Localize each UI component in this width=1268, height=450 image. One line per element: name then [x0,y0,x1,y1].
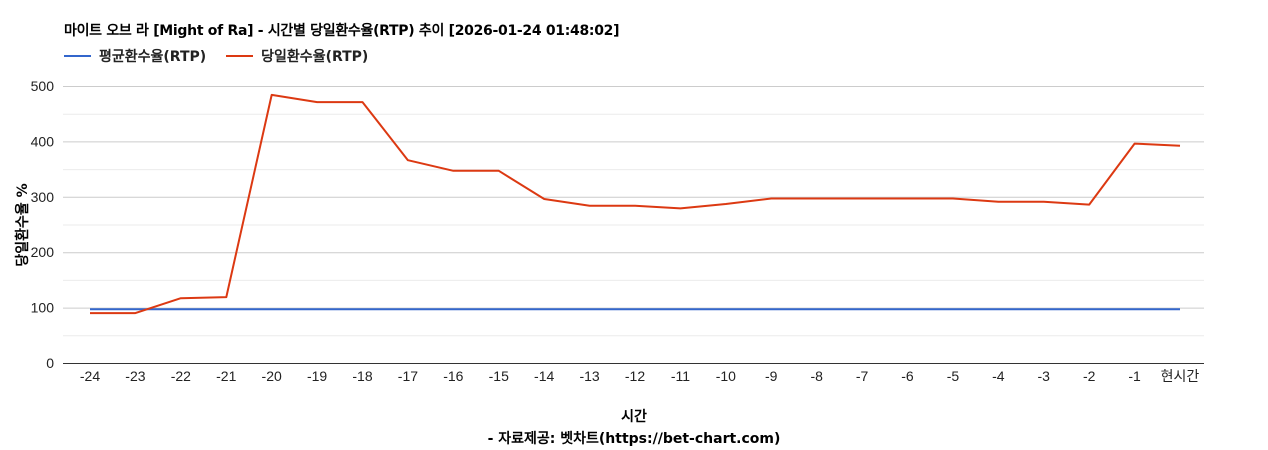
y-tick-label: 500 [31,78,55,94]
legend-swatch-daily [226,55,254,57]
x-tick-label: -12 [625,368,645,384]
x-tick-label: -17 [398,368,418,384]
x-tick-label: -13 [579,368,599,384]
series-line-daily[interactable] [90,93,1181,315]
x-axis-title-text: 시간 [621,409,647,425]
x-tick-label: -7 [856,368,869,384]
x-tick-label: -10 [716,368,736,384]
x-tick-label: -3 [1038,368,1051,384]
x-tick-label: -18 [352,368,372,384]
x-tick-label: -8 [810,368,823,384]
x-tick-label: -19 [307,368,327,384]
y-tick-label: 400 [31,133,55,149]
x-tick-label: -23 [125,368,145,384]
source-credit: - 자료제공: 벳차트(https://bet-chart.com) [0,428,1268,448]
x-axis-title: 시간 [0,406,1268,426]
x-tick-label: -21 [216,368,236,384]
x-tick-label: -1 [1128,368,1141,384]
x-tick-label: -11 [671,368,690,384]
x-tick-label: -4 [992,368,1005,384]
x-tick-label: -2 [1083,368,1096,384]
x-tick-label: -16 [443,368,463,384]
legend-swatch-average [64,55,91,57]
x-tick-label: -24 [80,368,100,384]
x-tick-label: -5 [947,368,960,384]
x-tick-label: -22 [171,368,191,384]
source-credit-text: - 자료제공: 벳차트(https://bet-chart.com) [487,431,781,447]
legend-label-daily: 당일환수율(RTP) [261,49,369,65]
y-tick-label: 100 [31,300,55,316]
x-tick-label: -15 [489,368,509,384]
chart-title: 마이트 오브 라 [Might of Ra] - 시간별 당일환수율(RTP) … [64,23,620,39]
legend-item-average[interactable]: 평균환수율(RTP) [64,46,206,66]
legend: 평균환수율(RTP) 당일환수율(RTP) [64,46,368,66]
legend-item-daily[interactable]: 당일환수율(RTP) [226,46,368,66]
legend-label-average: 평균환수율(RTP) [99,49,207,65]
y-tick-label: 300 [31,189,55,205]
y-tick-label: 0 [46,355,54,371]
x-tick-label: 현시간 [1161,368,1200,384]
x-tick-label: -9 [765,368,778,384]
x-tick-label: -6 [901,368,914,384]
x-tick-label: -14 [534,368,554,384]
y-tick-label: 200 [31,244,55,260]
x-tick-label: -20 [262,368,282,384]
